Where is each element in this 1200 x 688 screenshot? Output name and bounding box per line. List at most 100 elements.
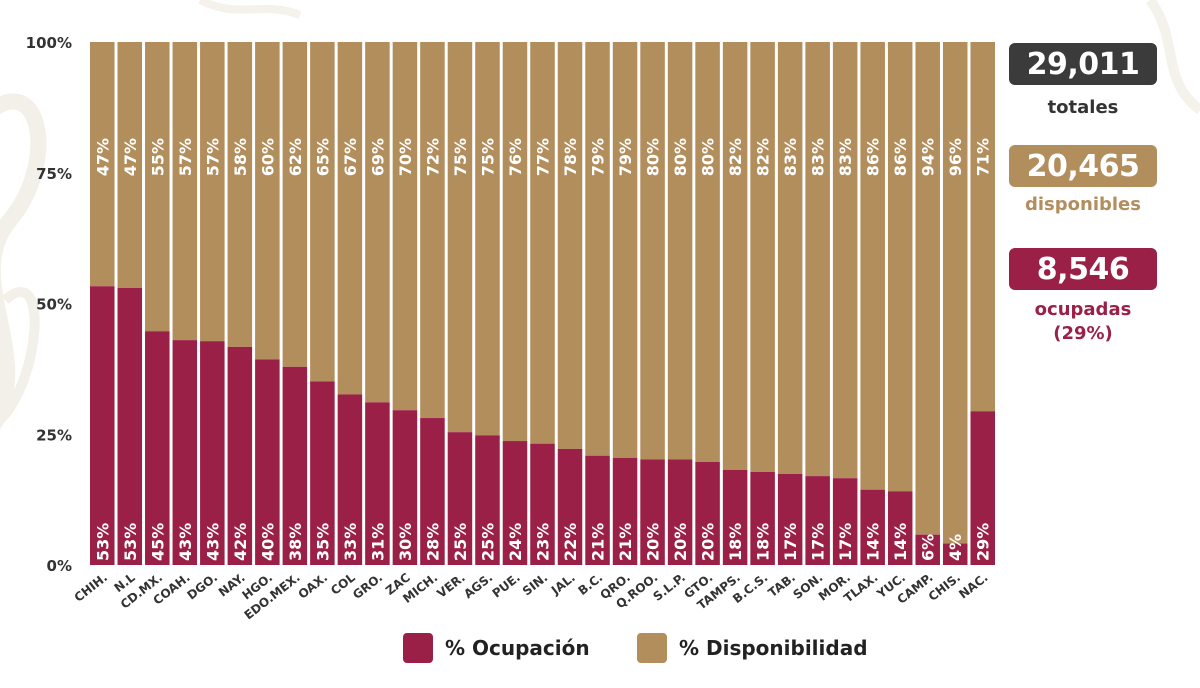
bar-disponibilidad: [777, 42, 803, 474]
bar-ocupacion: [145, 331, 170, 565]
bar-label-disponibilidad: 96%: [946, 138, 965, 176]
bar-ocupacion: [750, 471, 775, 565]
y-tick-label: 0%: [47, 557, 72, 575]
bar-label-disponibilidad: 70%: [396, 138, 415, 176]
bar-ocupacion: [282, 366, 308, 565]
bar-ocupacion: [447, 432, 473, 565]
bar-label-ocupacion: 35%: [313, 523, 332, 561]
available-beds-label: disponibles: [1025, 194, 1141, 215]
bar-disponibilidad: [530, 42, 555, 444]
occupied-beds-percent: (29%): [1053, 323, 1113, 344]
bar-ocupacion: [530, 443, 555, 565]
x-tick-label: S.L.P.: [650, 570, 687, 604]
bar-label-ocupacion: 18%: [754, 523, 773, 561]
bar-label-disponibilidad: 83%: [781, 138, 800, 176]
bar-label-ocupacion: 6%: [919, 534, 938, 561]
bar-disponibilidad: [392, 42, 418, 411]
bar-label-ocupacion: 25%: [478, 523, 497, 561]
bar-disponibilidad: [942, 42, 968, 544]
bar-ocupacion: [200, 341, 225, 565]
bar-label-disponibilidad: 77%: [534, 138, 553, 176]
bar-label-ocupacion: 17%: [836, 523, 855, 561]
bar-disponibilidad: [337, 42, 363, 395]
bar-ocupacion: [117, 287, 143, 565]
bar-disponibilidad: [915, 42, 940, 535]
bar-label-disponibilidad: 72%: [423, 138, 442, 176]
bar-disponibilidad: [832, 42, 858, 479]
bar-disponibilidad: [667, 42, 693, 460]
bar-label-disponibilidad: 86%: [891, 138, 910, 176]
bar-label-disponibilidad: 69%: [368, 138, 387, 176]
bar-ocupacion: [227, 346, 253, 565]
bar-label-ocupacion: 14%: [891, 523, 910, 561]
x-tick-label: PUE.: [490, 570, 523, 600]
bar-label-disponibilidad: 58%: [231, 138, 250, 176]
bar-label-ocupacion: 21%: [616, 523, 635, 561]
total-beds-box: 29,011: [1009, 43, 1157, 85]
bar-ocupacion: [942, 543, 968, 565]
occupied-beds-box: 8,546: [1009, 248, 1157, 290]
bar-label-disponibilidad: 67%: [341, 138, 360, 176]
y-tick-label: 75%: [36, 165, 72, 183]
bar-ocupacion: [90, 286, 115, 565]
bar-label-disponibilidad: 86%: [864, 138, 883, 176]
bar-disponibilidad: [227, 42, 253, 347]
bar-label-ocupacion: 20%: [644, 523, 663, 561]
bar-ocupacion: [915, 534, 940, 565]
bar-ocupacion: [310, 381, 335, 565]
bar-disponibilidad: [200, 42, 225, 342]
y-tick-label: 25%: [36, 426, 72, 444]
bar-disponibilidad: [970, 42, 995, 412]
bar-label-disponibilidad: 55%: [148, 138, 167, 176]
x-tick-label: CHIH.: [72, 570, 111, 604]
bar-disponibilidad: [640, 42, 665, 460]
bar-label-ocupacion: 18%: [726, 523, 745, 561]
bar-disponibilidad: [805, 42, 830, 477]
bar-disponibilidad: [145, 42, 170, 332]
bar-label-ocupacion: 14%: [864, 523, 883, 561]
bar-disponibilidad: [282, 42, 308, 367]
bar-label-ocupacion: 45%: [148, 523, 167, 561]
bar-label-disponibilidad: 57%: [203, 138, 222, 176]
bar-label-disponibilidad: 60%: [258, 138, 277, 176]
bar-label-ocupacion: 28%: [423, 523, 442, 561]
legend-label-ocupacion: % Ocupación: [445, 636, 590, 660]
bar-label-ocupacion: 30%: [396, 523, 415, 561]
total-beds-label: totales: [1047, 97, 1119, 118]
bar-label-ocupacion: 53%: [121, 523, 140, 561]
bar-ocupacion: [970, 411, 995, 565]
bar-label-disponibilidad: 47%: [93, 138, 112, 176]
available-beds-box: 20,465: [1009, 145, 1157, 187]
bar-ocupacion: [667, 459, 693, 565]
bar-label-disponibilidad: 83%: [809, 138, 828, 176]
bar-label-ocupacion: 23%: [534, 523, 553, 561]
x-tick-label: SIN.: [520, 570, 550, 598]
bar-disponibilidad: [255, 42, 280, 360]
bar-label-ocupacion: 31%: [368, 523, 387, 561]
bar-label-ocupacion: 38%: [286, 523, 305, 561]
bar-label-disponibilidad: 82%: [754, 138, 773, 176]
bar-ocupacion: [392, 410, 418, 565]
bar-disponibilidad: [502, 42, 528, 442]
bar-disponibilidad: [172, 42, 198, 341]
bar-label-disponibilidad: 80%: [699, 138, 718, 176]
x-tick-label: DGO.: [185, 570, 221, 602]
bar-label-ocupacion: 17%: [781, 523, 800, 561]
bar-ocupacion: [860, 489, 885, 565]
bar-ocupacion: [805, 476, 830, 565]
bar-label-disponibilidad: 47%: [121, 138, 140, 176]
bar-label-ocupacion: 53%: [93, 523, 112, 561]
x-tick-label: GRO.: [350, 570, 385, 602]
bar-label-ocupacion: 43%: [176, 523, 195, 561]
x-tick-label: JAL.: [548, 570, 578, 598]
bar-ocupacion: [502, 441, 528, 565]
bar-label-ocupacion: 29%: [974, 523, 993, 561]
occupied-beds-label: ocupadas: [1034, 299, 1132, 320]
y-tick-label: 100%: [26, 34, 72, 52]
bar-ocupacion: [612, 457, 638, 565]
bar-ocupacion: [695, 461, 720, 565]
bar-label-disponibilidad: 57%: [176, 138, 195, 176]
bar-disponibilidad: [90, 42, 115, 287]
bar-disponibilidad: [310, 42, 335, 382]
